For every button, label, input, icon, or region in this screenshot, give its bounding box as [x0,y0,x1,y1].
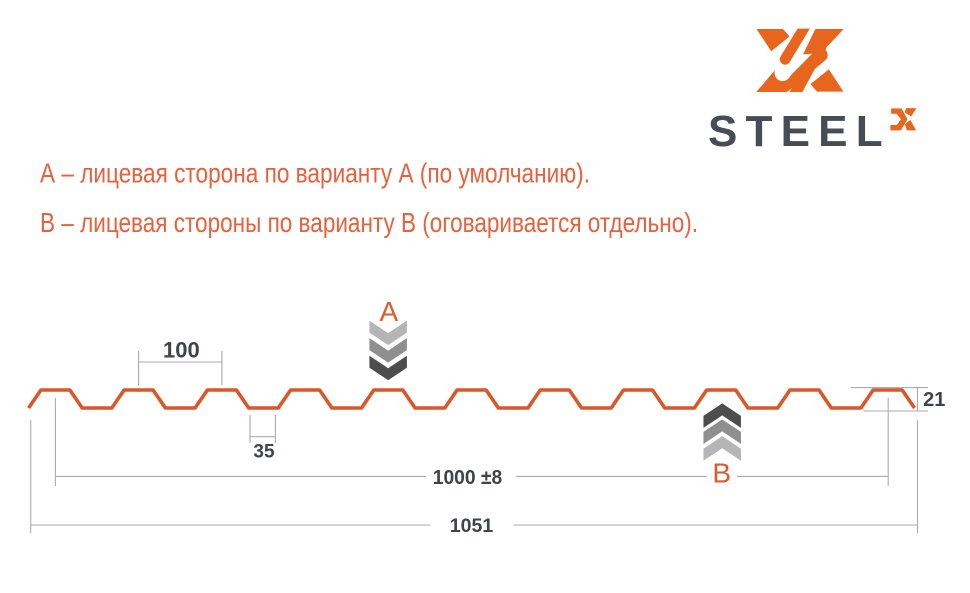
svg-text:21: 21 [923,389,945,411]
svg-text:STEEL: STEEL [708,107,891,156]
svg-text:А: А [379,296,398,327]
svg-text:В – лицевая стороны по вариант: В – лицевая стороны по варианту В (огова… [40,207,698,238]
svg-text:А – лицевая сторона по вариант: А – лицевая сторона по варианту А (по ум… [40,158,590,189]
svg-text:35: 35 [253,442,275,463]
svg-text:1051: 1051 [450,515,494,537]
svg-text:В: В [712,458,731,489]
svg-text:100: 100 [163,338,200,363]
svg-text:1000 ±8: 1000 ±8 [433,467,503,489]
